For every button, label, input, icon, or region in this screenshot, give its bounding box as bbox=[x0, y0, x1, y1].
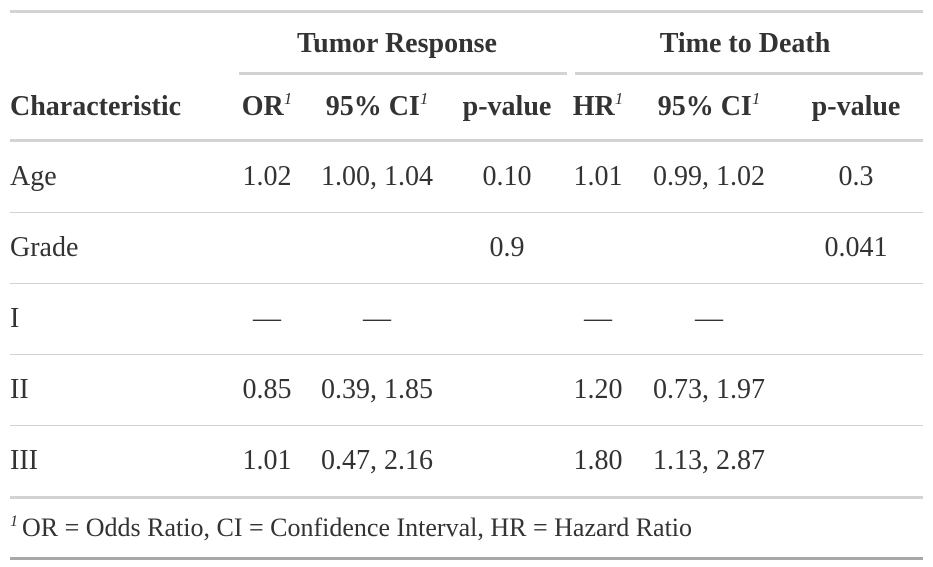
col-header-ci-tumor: 95% CI1 bbox=[307, 75, 447, 142]
cell-or bbox=[227, 212, 307, 284]
footnote-row: 1 OR = Odds Ratio, CI = Confidence Interv… bbox=[10, 497, 924, 560]
results-table: Tumor Response Time to Death Characteris… bbox=[10, 10, 924, 560]
cell-pvalue-tumor bbox=[447, 425, 568, 499]
table-footnote: 1 OR = Odds Ratio, CI = Confidence Interv… bbox=[10, 497, 924, 560]
table-row: III 1.01 0.47, 2.16 1.80 1.13, 2.87 bbox=[10, 425, 924, 499]
cell-ci-death: 1.13, 2.87 bbox=[629, 425, 790, 499]
row-label: II bbox=[10, 354, 227, 426]
cell-ci-tumor: 0.47, 2.16 bbox=[307, 425, 447, 499]
col-header-hr-text: HR bbox=[572, 91, 615, 122]
col-header-characteristic: Characteristic bbox=[10, 75, 227, 142]
col-header-pvalue-death: p-value bbox=[789, 75, 924, 142]
col-header-pvalue-tumor: p-value bbox=[447, 75, 568, 142]
col-header-ci-tumor-text: 95% CI bbox=[325, 91, 420, 122]
col-header-characteristic-text: Characteristic bbox=[10, 91, 182, 122]
cell-hr: 1.01 bbox=[567, 140, 630, 213]
cell-pvalue-tumor: 0.10 bbox=[447, 140, 568, 213]
cell-ci-death: 0.73, 1.97 bbox=[629, 354, 790, 426]
footnote-mark: 1 bbox=[10, 513, 18, 530]
cell-pvalue-death bbox=[789, 283, 924, 355]
cell-pvalue-death: 0.3 bbox=[789, 140, 924, 213]
footnote-marker: 1 bbox=[283, 89, 293, 108]
spanner-tumor-response: Tumor Response bbox=[227, 12, 568, 75]
footnote-text: OR = Odds Ratio, CI = Confidence Interva… bbox=[22, 513, 693, 542]
cell-or: 0.85 bbox=[227, 354, 307, 426]
row-label: Grade bbox=[10, 212, 227, 284]
column-header-row: Characteristic OR1 95% CI1 p-value HR1 9… bbox=[10, 75, 924, 142]
cell-hr bbox=[567, 212, 630, 284]
row-label: Age bbox=[10, 140, 227, 213]
cell-ci-tumor: 0.39, 1.85 bbox=[307, 354, 447, 426]
cell-pvalue-tumor bbox=[447, 283, 568, 355]
spanner-underline bbox=[575, 72, 924, 75]
col-header-ci-death: 95% CI1 bbox=[629, 75, 790, 142]
footnote-marker: 1 bbox=[614, 89, 624, 108]
table-row: II 0.85 0.39, 1.85 1.20 0.73, 1.97 bbox=[10, 354, 924, 426]
cell-or: 1.02 bbox=[227, 140, 307, 213]
spanner-time-to-death-label: Time to Death bbox=[659, 28, 831, 59]
cell-ci-tumor: 1.00, 1.04 bbox=[307, 140, 447, 213]
spanner-underline bbox=[239, 72, 568, 75]
cell-hr: 1.80 bbox=[567, 425, 630, 499]
cell-or: 1.01 bbox=[227, 425, 307, 499]
spanner-header-row: Tumor Response Time to Death bbox=[10, 11, 924, 76]
table-row: Grade 0.9 0.041 bbox=[10, 212, 924, 284]
cell-ci-death bbox=[629, 212, 790, 284]
cell-pvalue-tumor: 0.9 bbox=[447, 212, 568, 284]
cell-ci-death: 0.99, 1.02 bbox=[629, 140, 790, 213]
table-row: I — — — — bbox=[10, 283, 924, 355]
cell-pvalue-tumor bbox=[447, 354, 568, 426]
cell-ci-tumor bbox=[307, 212, 447, 284]
col-header-pvalue-tumor-text: p-value bbox=[462, 91, 552, 122]
cell-ci-tumor: — bbox=[307, 283, 447, 355]
spanner-empty bbox=[10, 12, 227, 76]
spanner-tumor-response-label: Tumor Response bbox=[297, 28, 497, 59]
row-label: I bbox=[10, 283, 227, 355]
footnote-marker: 1 bbox=[751, 89, 761, 108]
col-header-or-text: OR bbox=[241, 91, 284, 122]
cell-pvalue-death: 0.041 bbox=[789, 212, 924, 284]
col-header-ci-death-text: 95% CI bbox=[657, 91, 752, 122]
cell-hr: 1.20 bbox=[567, 354, 630, 426]
row-label: III bbox=[10, 425, 227, 499]
spanner-time-to-death: Time to Death bbox=[567, 12, 924, 75]
cell-pvalue-death bbox=[789, 354, 924, 426]
table-row: Age 1.02 1.00, 1.04 0.10 1.01 0.99, 1.02… bbox=[10, 140, 924, 213]
cell-pvalue-death bbox=[789, 425, 924, 499]
col-header-pvalue-death-text: p-value bbox=[811, 91, 901, 122]
cell-hr: — bbox=[567, 283, 630, 355]
cell-or: — bbox=[227, 283, 307, 355]
footnote-marker: 1 bbox=[419, 89, 429, 108]
col-header-or: OR1 bbox=[227, 75, 307, 142]
cell-ci-death: — bbox=[629, 283, 790, 355]
col-header-hr: HR1 bbox=[567, 75, 630, 142]
